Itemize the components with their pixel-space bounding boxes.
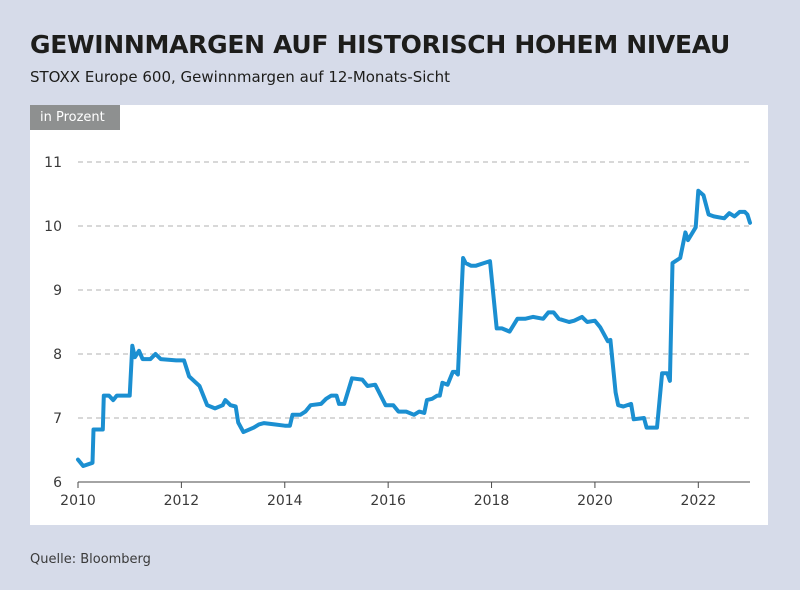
source-note: Quelle: Bloomberg bbox=[30, 552, 151, 567]
y-tick-label-11: 11 bbox=[44, 155, 62, 171]
y-tick-label-10: 10 bbox=[44, 219, 62, 235]
y-tick-label-8: 8 bbox=[53, 347, 62, 363]
y-tick-label-9: 9 bbox=[53, 283, 62, 299]
y-tick-label-7: 7 bbox=[53, 411, 62, 427]
x-tick-label-2020: 2020 bbox=[577, 493, 613, 509]
series-line-profit-margin bbox=[76, 188, 752, 468]
x-tick-label-2022: 2022 bbox=[680, 493, 716, 509]
chart-title: GEWINNMARGEN AUF HISTORISCH HOHEM NIVEAU bbox=[30, 30, 731, 59]
x-tick-label-2012: 2012 bbox=[164, 493, 200, 509]
chart-panel: 6 7 8 9 10 11 2010 2012 2014 2016 2018 2020 2022 bbox=[30, 105, 768, 525]
x-tick-label-2010: 2010 bbox=[60, 493, 96, 509]
chart-subtitle: STOXX Europe 600, Gewinnmargen auf 12-Mo… bbox=[30, 68, 451, 86]
unit-label: in Prozent bbox=[30, 105, 120, 130]
line-chart: 6 7 8 9 10 11 2010 2012 2014 2016 2018 2020 2022 bbox=[44, 155, 752, 509]
x-tick-label-2018: 2018 bbox=[474, 493, 510, 509]
x-tick-label-2016: 2016 bbox=[370, 493, 406, 509]
x-tick-label-2014: 2014 bbox=[267, 493, 303, 509]
y-tick-label-6: 6 bbox=[53, 475, 62, 491]
